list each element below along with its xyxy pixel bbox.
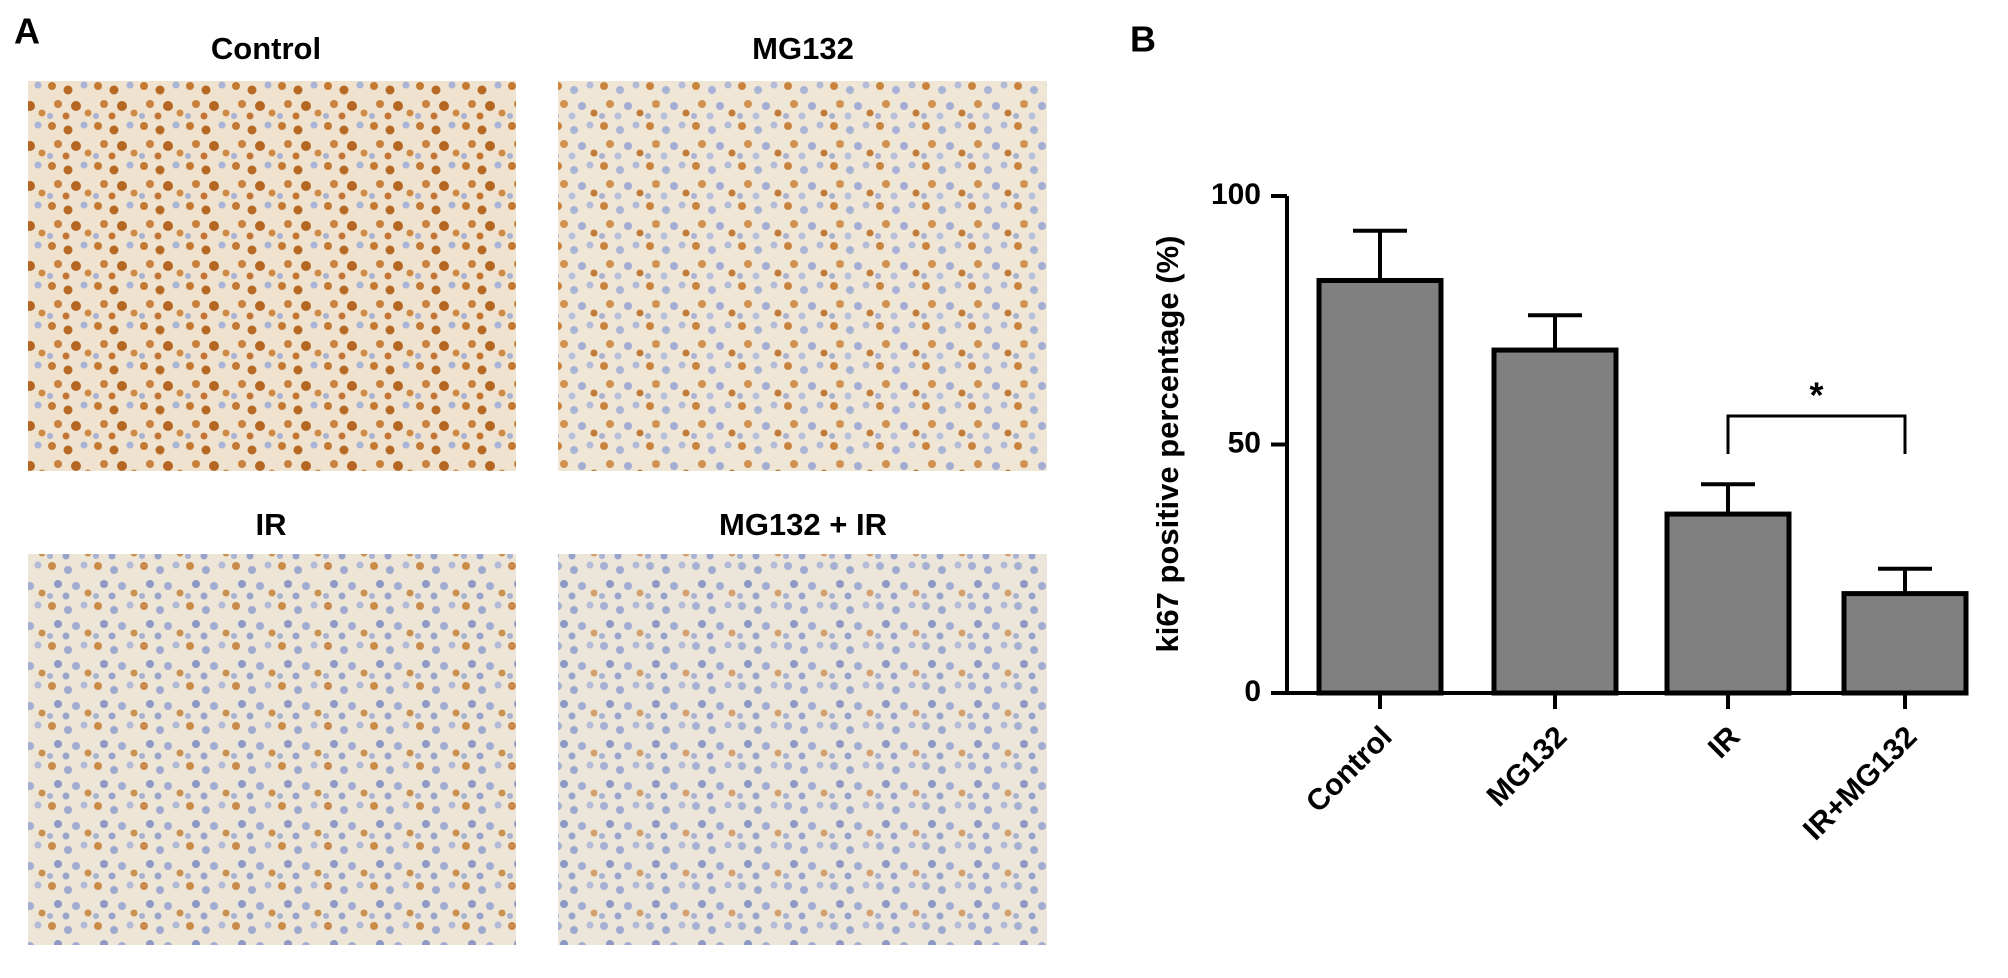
significance-bracket [1726, 414, 1907, 454]
y-tick-label: 50 [1228, 426, 1261, 459]
micrograph [28, 81, 516, 471]
y-tick-label: 0 [1244, 675, 1261, 708]
x-tick-label: IR [1702, 720, 1747, 765]
x-tick-label: Control [1300, 720, 1399, 819]
micrograph [558, 554, 1047, 945]
image-title: MG132 [752, 31, 854, 66]
image-title: MG132 + IR [719, 507, 887, 542]
image-title: IR [256, 507, 287, 542]
micrograph [558, 81, 1047, 471]
bar [1664, 511, 1792, 696]
bar [1491, 347, 1619, 696]
panel-label: B [1130, 19, 1156, 60]
annotation: * [1809, 375, 1823, 416]
micrograph [28, 554, 516, 945]
panel-label: A [14, 11, 40, 52]
bar [1841, 591, 1969, 696]
bar [1316, 277, 1444, 696]
image-title: Control [211, 31, 321, 66]
y-axis-label: ki67 positive percentage (%) [1150, 236, 1185, 653]
y-tick-label: 100 [1211, 178, 1261, 211]
x-tick-label: IR+MG132 [1797, 720, 1924, 847]
x-tick-label: MG132 [1481, 720, 1574, 813]
